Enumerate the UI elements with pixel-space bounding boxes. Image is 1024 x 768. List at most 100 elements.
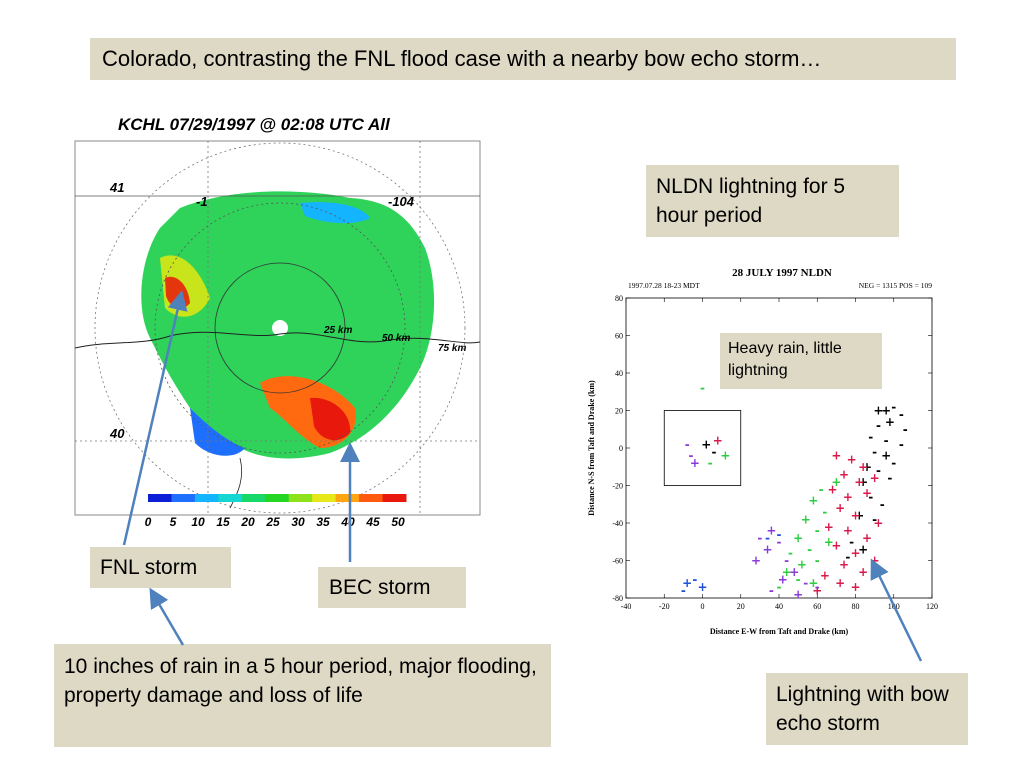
lon-label-west: -1 xyxy=(196,194,208,209)
nldn-caption: NLDN lightning for 5 hour period xyxy=(646,165,899,237)
colorbar-tick-label: 45 xyxy=(365,515,380,529)
lightning-strike-point: - xyxy=(784,554,789,568)
lightning-strike-point: + xyxy=(797,557,807,571)
colorbar-segment xyxy=(335,494,360,502)
lightning-strike-point: - xyxy=(769,584,774,598)
lightning-strike-point: - xyxy=(884,434,889,448)
lightning-strike-point: + xyxy=(850,580,860,594)
y-tick-label: 40 xyxy=(615,369,623,378)
range-label-25: 25 km xyxy=(323,325,352,336)
lat-label-40: 40 xyxy=(109,426,125,441)
lightning-strike-point: + xyxy=(835,576,845,590)
lightning-strike-point: + xyxy=(766,524,776,538)
lightning-strike-points: ++ --+- -- - -- +-+ --+--+ --+-+- + ++++ +++ +++++ +… xyxy=(681,381,908,601)
y-tick-label: -20 xyxy=(612,482,623,491)
lightning-strike-point: + xyxy=(843,490,853,504)
y-tick-label: -60 xyxy=(612,557,623,566)
lightning-strike-point: - xyxy=(822,505,827,519)
radar-echo-bec-red xyxy=(310,397,351,441)
lightning-strike-point: + xyxy=(873,404,883,418)
colorbar-segment xyxy=(194,494,219,502)
lightning-strike-point: + xyxy=(778,572,788,586)
lightning-strike-point: - xyxy=(777,535,782,549)
lightning-strike-point: - xyxy=(876,464,881,478)
lightning-strike-point: + xyxy=(847,452,857,466)
lightning-strike-point: + xyxy=(870,554,880,568)
lightning-strike-point: + xyxy=(701,437,711,451)
range-label-50: 50 km xyxy=(382,333,410,344)
y-tick-label: -80 xyxy=(612,594,623,603)
colorbar-segment xyxy=(265,494,290,502)
range-ring-50 xyxy=(154,202,406,454)
colorbar-tick-label: 35 xyxy=(316,515,330,529)
lightning-strike-point: + xyxy=(835,501,845,515)
bec-storm-label: BEC storm xyxy=(318,567,466,608)
slide-title: Colorado, contrasting the FNL flood case… xyxy=(90,38,956,80)
radar-echo-field xyxy=(141,191,435,459)
y-tick-label: 0 xyxy=(619,444,623,453)
radar-echo-blue-edge xyxy=(190,408,245,456)
lightning-strike-point: + xyxy=(850,546,860,560)
fnl-storm-label: FNL storm xyxy=(90,547,231,588)
range-ring-75 xyxy=(94,142,466,514)
lightning-strike-point: + xyxy=(858,460,868,474)
lightning-strike-point: + xyxy=(824,520,834,534)
colorbar-tick-label: 40 xyxy=(340,515,355,529)
lightning-strike-point: + xyxy=(831,475,841,489)
lightning-strike-point: + xyxy=(843,524,853,538)
colorbar-tick-label: 15 xyxy=(216,515,230,529)
colorbar-segment xyxy=(359,494,384,502)
lightning-strike-point: - xyxy=(872,445,877,459)
radar-title: KCHL 07/29/1997 @ 02:08 UTC All xyxy=(118,115,391,134)
lightning-strike-point: - xyxy=(868,490,873,504)
lightning-strike-point: + xyxy=(793,587,803,601)
rain-impact-note: 10 inches of rain in a 5 hour period, ma… xyxy=(54,644,551,747)
lightning-strike-point: - xyxy=(849,535,854,549)
lightning-strike-point: + xyxy=(839,467,849,481)
y-tick-label: 60 xyxy=(615,332,623,341)
colorbar-segment xyxy=(171,494,196,502)
lightning-strike-point: - xyxy=(891,456,896,470)
lightning-strike-point: + xyxy=(812,584,822,598)
radar-echo-blue-north xyxy=(300,202,370,224)
y-tick-label: 80 xyxy=(615,294,623,303)
lat-label-41: 41 xyxy=(109,180,124,195)
lightning-strike-point: + xyxy=(858,565,868,579)
radar-site-marker xyxy=(272,320,288,336)
radar-reflectivity-map: KCHL 07/29/1997 @ 02:08 UTC All 41 40 -1… xyxy=(74,115,481,529)
range-ring-25 xyxy=(214,262,346,394)
lightning-strike-point: + xyxy=(697,580,707,594)
range-label-75: 75 km xyxy=(438,343,466,354)
lightning-strike-point: + xyxy=(862,486,872,500)
lightning-strike-point: - xyxy=(819,482,824,496)
colorbar-tick-label: 10 xyxy=(191,515,205,529)
lightning-strike-point: - xyxy=(868,430,873,444)
y-tick-label: -40 xyxy=(612,519,623,528)
lightning-strike-point: - xyxy=(807,542,812,556)
lightning-strike-point: + xyxy=(808,494,818,508)
lightning-strike-point: + xyxy=(858,475,868,489)
lightning-strike-point: + xyxy=(824,535,834,549)
colorbar-segment xyxy=(382,494,407,502)
lightning-strike-point: + xyxy=(793,531,803,545)
lightning-strike-point: + xyxy=(850,509,860,523)
lightning-strike-point: + xyxy=(751,554,761,568)
lightning-strike-point: - xyxy=(899,437,904,451)
lightning-strike-point: + xyxy=(808,576,818,590)
river-line-2 xyxy=(229,457,243,509)
lightning-bow-echo-note: Lightning with bow echo storm xyxy=(766,673,968,745)
x-tick-label: 80 xyxy=(852,602,860,611)
lightning-strike-point: + xyxy=(858,542,868,556)
heavy-rain-note: Heavy rain, little lightning xyxy=(720,333,882,389)
lightning-strike-point: - xyxy=(777,527,782,541)
lightning-strike-point: - xyxy=(757,531,762,545)
chart-title: 28 JULY 1997 NLDN xyxy=(732,267,832,279)
lightning-strike-point: - xyxy=(803,576,808,590)
lon-label-104: -104 xyxy=(388,194,415,209)
lightning-strike-point: - xyxy=(815,580,820,594)
lightning-strike-point: + xyxy=(782,565,792,579)
x-tick-label: -40 xyxy=(621,602,632,611)
lightning-strike-point: - xyxy=(681,584,686,598)
lightning-strike-point: + xyxy=(828,482,838,496)
colorbar-segment xyxy=(218,494,243,502)
